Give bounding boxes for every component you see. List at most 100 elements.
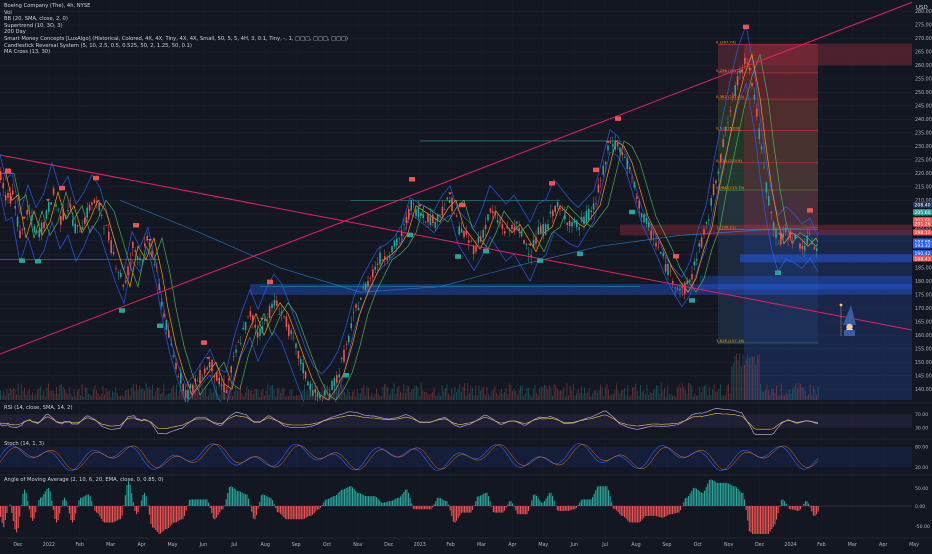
volume-bar [365, 395, 366, 400]
ama-bar [656, 506, 657, 516]
indicator-200day[interactable]: 200 Day [4, 29, 348, 36]
ama-bar [434, 504, 435, 506]
volume-bar [579, 393, 580, 400]
ama-bar [730, 484, 731, 506]
symbol-title[interactable]: Boeing Company (The), 4h, NYSE [4, 3, 348, 10]
volume-bar [672, 396, 673, 400]
sell-signal [549, 181, 555, 186]
volume-bar [112, 391, 113, 400]
ama-bar [514, 506, 515, 507]
volume-bar [562, 390, 563, 400]
ama-bar [402, 494, 403, 506]
ama-bar [464, 506, 465, 513]
volume-bar [710, 395, 711, 400]
volume-bar [458, 389, 459, 400]
ama-bar [232, 487, 233, 506]
volume-bar [379, 396, 380, 400]
ama-pane-label[interactable]: Angle of Moving Average (2, 10, 6, 20, E… [4, 477, 163, 483]
ama-bar [270, 498, 271, 506]
ama-bar [754, 506, 755, 534]
volume-bar [216, 386, 217, 400]
volume-bar [546, 386, 547, 400]
ama-bar [702, 493, 703, 506]
price-tick-label: 260.00 [915, 63, 932, 69]
candle-body [533, 240, 535, 248]
indicator-supertrend[interactable]: Supertrend (10, 3O, 3) [4, 23, 348, 30]
candle-body [187, 390, 189, 399]
indicator-smc[interactable]: Smart Money Concepts [LuxAlgo] (Historic… [4, 36, 348, 43]
candle-body [240, 343, 242, 344]
volume-bar [85, 387, 86, 400]
volume-bar [206, 396, 207, 400]
indicator-ma-cross[interactable]: MA Cross (13, 30) [4, 49, 348, 56]
ama-bar [190, 499, 191, 506]
indicator-crs[interactable]: Candlestick Reversal System (5, 10, 2.5,… [4, 43, 348, 50]
candle-body [686, 280, 688, 284]
volume-bar [130, 395, 131, 400]
ama-bar [546, 498, 547, 506]
ama-bar [230, 486, 231, 506]
ama-bar [488, 496, 489, 506]
volume-bar [542, 387, 543, 400]
ama-bar [650, 506, 651, 516]
candle-body [185, 390, 187, 397]
ama-bar [98, 506, 99, 514]
volume-bar [486, 388, 487, 400]
ama-bar [440, 498, 441, 506]
candle-body [122, 285, 124, 287]
volume-bar [62, 387, 63, 400]
volume-bar [502, 394, 503, 400]
volume-bar [646, 385, 647, 400]
volume-bar [690, 384, 691, 400]
candle-body [300, 359, 302, 364]
time-tick-label: 2022 [43, 542, 55, 548]
volume-bar [451, 388, 452, 400]
volume-bar [392, 389, 393, 400]
ama-bar [21, 505, 22, 506]
volume-bar [666, 397, 667, 400]
price-tick-label: 225.00 [915, 158, 932, 164]
indicator-bb[interactable]: BB (20, SMA, close, 2, 0) [4, 16, 348, 23]
ama-bar [773, 506, 774, 527]
volume-bar [654, 389, 655, 400]
ama-bar [576, 506, 577, 508]
candle-body [466, 231, 468, 235]
currency-label[interactable]: USD [916, 5, 928, 11]
ama-bar [744, 499, 745, 506]
volume-bar [115, 387, 116, 400]
rsi-pane-label[interactable]: RSI (14, close, SMA, 14, 2) [4, 405, 73, 411]
ama-bar [432, 506, 433, 507]
ama-bar [629, 506, 630, 522]
volume-bar [531, 397, 532, 400]
ama-bar [502, 506, 503, 513]
volume-bar [730, 393, 731, 400]
ama-bar [312, 506, 313, 515]
candle-body [593, 203, 595, 209]
volume-bar [64, 389, 65, 400]
ama-bar [610, 496, 611, 506]
volume-bar [776, 385, 777, 400]
volume-bar [371, 393, 372, 400]
candle-body [670, 271, 672, 272]
volume-bar [240, 385, 241, 400]
ama-bar [538, 498, 539, 506]
volume-bar [294, 396, 295, 400]
volume-bar [536, 393, 537, 400]
volume-bar [726, 386, 727, 400]
ama-bar [218, 506, 219, 515]
candle-body [274, 300, 276, 305]
indicator-vol[interactable]: Vol [4, 10, 348, 17]
ama-bar [683, 502, 684, 506]
ama-bar [314, 506, 315, 513]
candle-body [746, 63, 748, 64]
price-axis[interactable]: 280.00275.00270.00265.00260.00255.00250.… [912, 0, 932, 550]
ama-bar [810, 506, 811, 507]
ama-bar [642, 506, 643, 520]
stoch-pane-label[interactable]: Stoch (14, 1, 3) [4, 441, 44, 447]
candle-body [158, 284, 160, 290]
candle-body [650, 231, 652, 240]
candle-body [792, 241, 794, 243]
volume-bar [603, 396, 604, 400]
